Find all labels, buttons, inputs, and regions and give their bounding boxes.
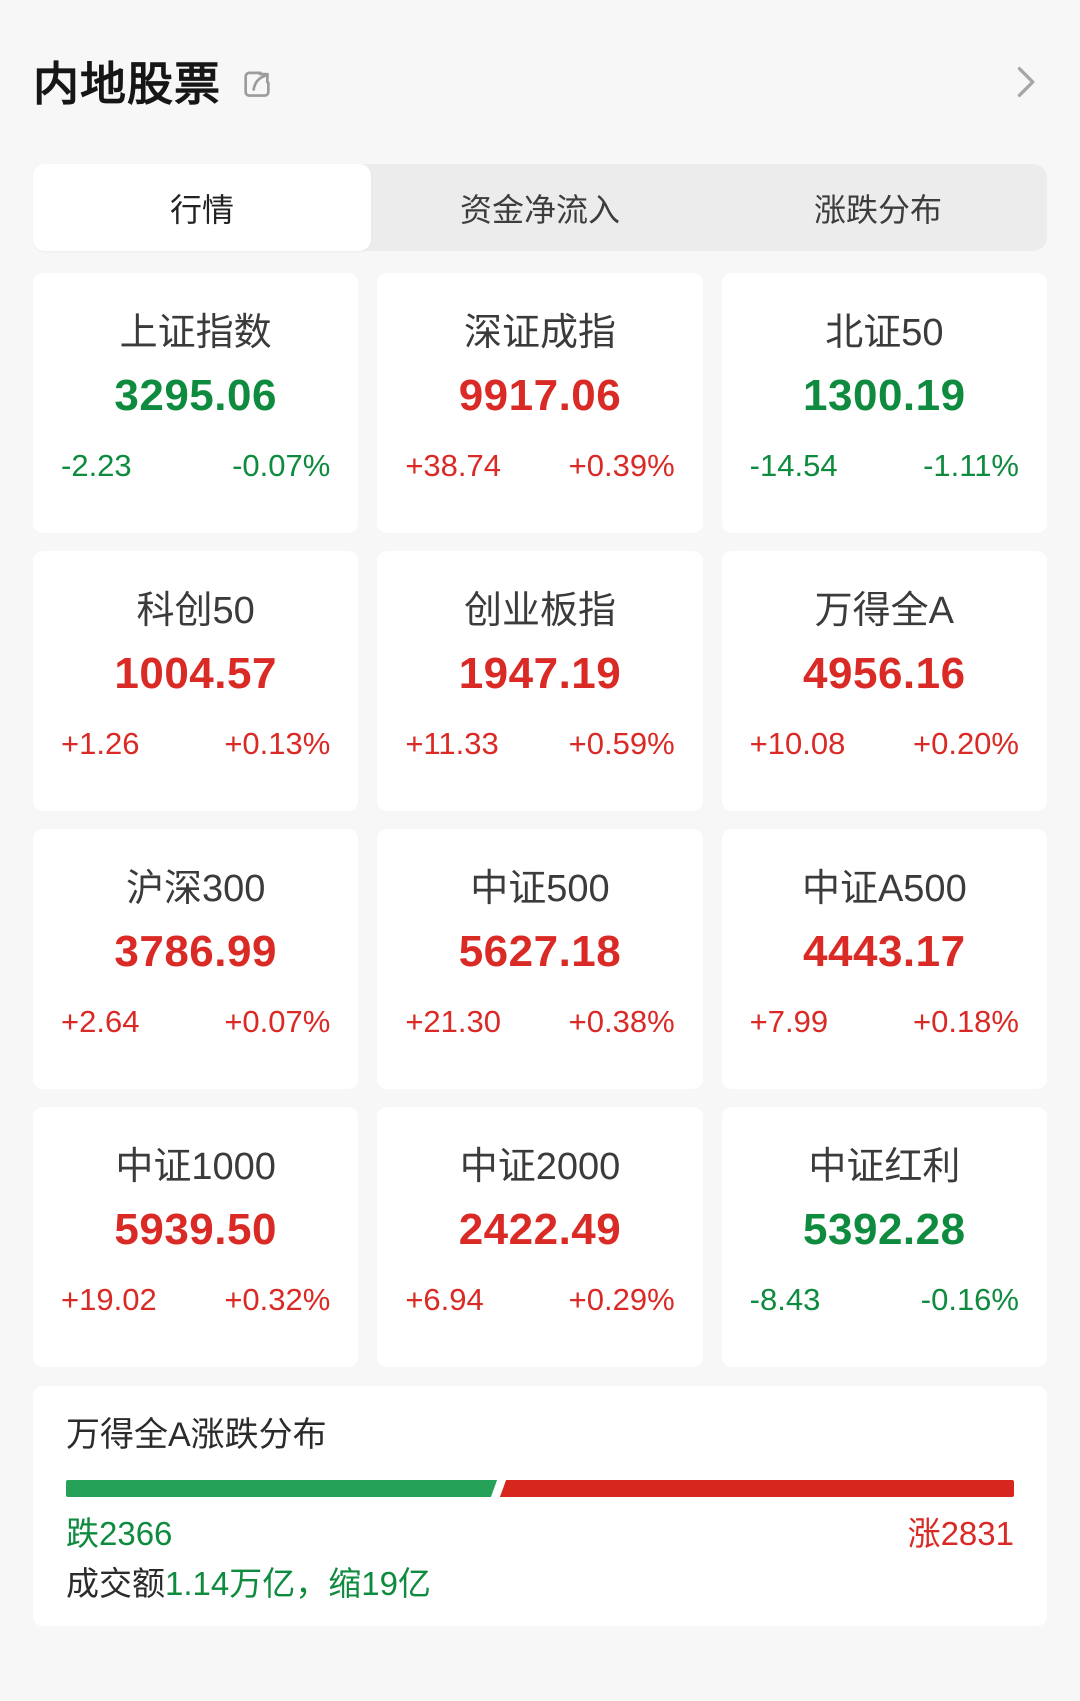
index-change: +21.30	[405, 1004, 502, 1039]
index-name: 上证指数	[119, 312, 272, 354]
index-name: 深证成指	[463, 312, 616, 354]
index-change: +7.99	[749, 1004, 829, 1039]
index-value: 3786.99	[114, 927, 277, 976]
index-name: 中证2000	[459, 1146, 621, 1188]
index-change-row: -2.23 -0.07%	[33, 449, 358, 482]
turnover-label: 成交额	[66, 1565, 165, 1602]
index-change-row: +19.02 +0.32%	[33, 1283, 358, 1316]
index-value: 2422.49	[458, 1205, 622, 1254]
index-value: 4443.17	[803, 927, 966, 976]
index-value: 3295.06	[114, 371, 277, 420]
index-change-pct: +0.13%	[224, 726, 331, 761]
index-name: 科创50	[136, 590, 255, 632]
index-change-pct: +0.38%	[568, 1004, 675, 1039]
index-grid: 上证指数 3295.06 -2.23 -0.07% 深证成指 9917.06 +38.74 +…	[33, 273, 1047, 1367]
advance-bar-segment	[497, 1480, 1014, 1497]
index-name: 沪深300	[125, 868, 266, 910]
tab-0[interactable]: 行情	[33, 164, 371, 251]
chevron-right-icon[interactable]	[1005, 62, 1045, 102]
index-card[interactable]: 中证500 5627.18 +21.30 +0.38%	[377, 829, 703, 1089]
turnover-line: 成交额1.14万亿，缩19亿	[66, 1566, 1014, 1602]
index-name: 中证A500	[801, 868, 967, 910]
index-value: 1004.57	[114, 649, 277, 698]
index-change-row: +7.99 +0.18%	[722, 1005, 1047, 1038]
index-change: +38.74	[405, 448, 502, 483]
index-card[interactable]: 中证1000 5939.50 +19.02 +0.32%	[33, 1107, 359, 1367]
index-change-pct: +0.29%	[568, 1282, 675, 1317]
index-change-row: +6.94 +0.29%	[377, 1283, 702, 1316]
index-change-pct: -0.07%	[232, 448, 331, 483]
index-name: 中证1000	[115, 1146, 276, 1188]
index-value: 1947.19	[458, 649, 622, 698]
index-card[interactable]: 北证50 1300.19 -14.54 -1.11%	[721, 273, 1047, 533]
index-change-pct: +0.18%	[912, 1004, 1019, 1039]
distribution-labels: 跌2366 涨2831	[66, 1516, 1014, 1552]
index-card[interactable]: 上证指数 3295.06 -2.23 -0.07%	[33, 273, 359, 533]
index-card[interactable]: 中证红利 5392.28 -8.43 -0.16%	[721, 1107, 1047, 1367]
index-change-row: -14.54 -1.11%	[722, 449, 1047, 482]
index-card[interactable]: 科创50 1004.57 +1.26 +0.13%	[33, 551, 359, 811]
index-change: -14.54	[749, 448, 838, 483]
decline-bar-segment	[66, 1480, 498, 1497]
page-title: 内地股票	[33, 58, 221, 110]
index-value: 5392.28	[803, 1205, 966, 1254]
index-change-row: +1.26 +0.13%	[33, 727, 358, 760]
index-change-pct: +0.59%	[568, 726, 675, 761]
index-change-pct: +0.07%	[224, 1004, 331, 1039]
index-change: +11.33	[405, 726, 499, 761]
index-change: +1.26	[61, 726, 140, 761]
header: 内地股票	[33, 50, 1047, 112]
index-name: 中证500	[470, 868, 610, 910]
index-change-pct: -0.16%	[920, 1282, 1019, 1317]
index-change-pct: +0.39%	[568, 448, 675, 483]
index-change-pct: +0.20%	[912, 726, 1019, 761]
decliners-count: 跌2366	[66, 1515, 173, 1552]
index-name: 万得全A	[814, 590, 954, 632]
index-card[interactable]: 创业板指 1947.19 +11.33 +0.59%	[377, 551, 703, 811]
index-change-row: -8.43 -0.16%	[722, 1283, 1047, 1316]
tab-bar: 行情 资金净流入 涨跌分布	[33, 164, 1047, 251]
index-change: +19.02	[61, 1282, 157, 1317]
distribution-panel: 万得全A涨跌分布 跌2366 涨2831 成交额1.14万亿，缩19亿	[33, 1386, 1047, 1626]
advance-decline-bar	[66, 1479, 1014, 1498]
index-change-row: +2.64 +0.07%	[33, 1005, 358, 1038]
index-change: +2.64	[61, 1004, 140, 1039]
index-card[interactable]: 中证2000 2422.49 +6.94 +0.29%	[377, 1107, 703, 1367]
tab-1[interactable]: 资金净流入	[459, 191, 620, 228]
index-value: 1300.19	[803, 371, 966, 420]
index-change: -2.23	[61, 448, 132, 483]
index-value: 9917.06	[458, 371, 622, 420]
index-card[interactable]: 沪深300 3786.99 +2.64 +0.07%	[33, 829, 359, 1089]
tab-2[interactable]: 涨跌分布	[813, 191, 942, 228]
index-change: -8.43	[749, 1282, 821, 1317]
index-change: +6.94	[405, 1282, 484, 1317]
index-change-row: +11.33 +0.59%	[377, 727, 702, 760]
index-change-pct: -1.11%	[923, 448, 1019, 483]
index-change-row: +21.30 +0.38%	[377, 1005, 702, 1038]
index-name: 中证红利	[808, 1146, 961, 1188]
mainland-stocks-page: { "header": { "title": "内地股票" }, "tabs":…	[0, 50, 1080, 1701]
advancers-count: 涨2831	[907, 1515, 1014, 1552]
index-change: +10.08	[749, 726, 846, 761]
index-change-row: +38.74 +0.39%	[377, 449, 702, 482]
index-value: 4956.16	[803, 649, 966, 698]
index-card[interactable]: 万得全A 4956.16 +10.08 +0.20%	[721, 551, 1047, 811]
distribution-title: 万得全A涨跌分布	[66, 1416, 327, 1454]
turnover-value: 1.14万亿，缩19亿	[165, 1565, 431, 1602]
share-icon[interactable]	[237, 64, 277, 104]
index-value: 5939.50	[114, 1205, 277, 1254]
index-name: 创业板指	[463, 590, 616, 632]
index-name: 北证50	[825, 312, 944, 354]
index-value: 5627.18	[458, 927, 622, 976]
index-change-row: +10.08 +0.20%	[722, 727, 1047, 760]
index-card[interactable]: 深证成指 9917.06 +38.74 +0.39%	[377, 273, 703, 533]
index-change-pct: +0.32%	[224, 1282, 331, 1317]
index-card[interactable]: 中证A500 4443.17 +7.99 +0.18%	[721, 829, 1047, 1089]
